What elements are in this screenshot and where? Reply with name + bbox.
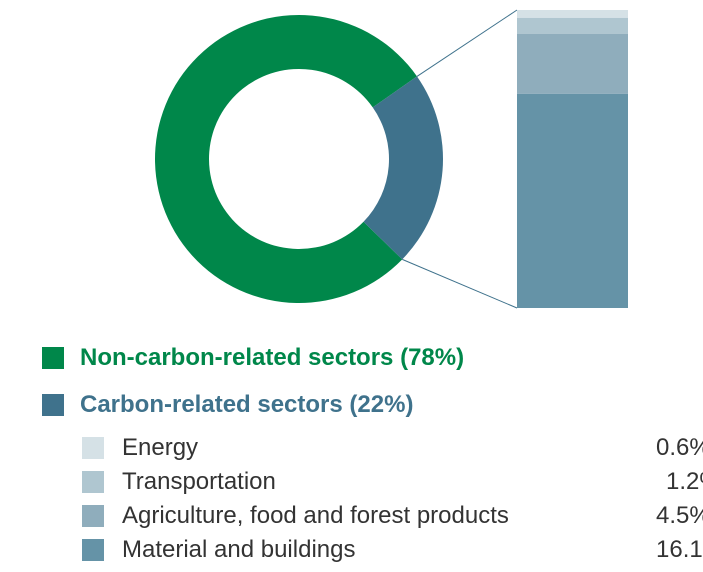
legend-swatch-agriculture [82, 505, 104, 527]
legend-label-material-buildings: Material and buildings [122, 536, 356, 563]
bar-segment-agriculture [517, 33, 628, 94]
legend-non-carbon: Non-carbon-related sectors (78%) [42, 344, 464, 372]
legend-swatch-non-carbon [42, 347, 64, 369]
legend-swatch-energy [82, 437, 104, 459]
legend-sub-energy: Energy 0.6% [82, 434, 703, 462]
legend-swatch-carbon [42, 394, 64, 416]
legend-value-material-buildings: 16.1% [656, 536, 703, 563]
legend-sub-material-buildings: Material and buildings 16.1% [82, 536, 703, 564]
bar-segment-transportation [517, 17, 628, 34]
legend-value-transportation: 1.2% [666, 468, 703, 495]
breakdown-stacked-bar [517, 10, 628, 308]
connector-top [416, 9, 518, 77]
legend-value-energy: 0.6% [656, 434, 703, 461]
legend-sub-transportation: Transportation 1.2% [82, 468, 703, 496]
legend-label-carbon: Carbon-related sectors (22%) [80, 391, 414, 418]
breakdown-connectors [402, 9, 518, 309]
legend-label-energy: Energy [122, 434, 199, 461]
donut-chart [155, 15, 443, 304]
legend-label-non-carbon: Non-carbon-related sectors (78%) [80, 344, 465, 371]
slice-carbon [363, 76, 443, 260]
legend-value-agriculture: 4.5% [656, 502, 703, 529]
legend-swatch-transportation [82, 471, 104, 493]
legend-swatch-material-buildings [82, 539, 104, 561]
connector-bottom [402, 258, 518, 309]
slice-non-carbon [155, 15, 417, 304]
legend-sub-agriculture: Agriculture, food and forest products 4.… [82, 502, 703, 530]
bar-segment-material-buildings [517, 93, 628, 308]
legend-carbon: Carbon-related sectors (22%) [42, 391, 413, 419]
legend-label-agriculture: Agriculture, food and forest products [122, 502, 509, 529]
bar-segment-energy [517, 10, 628, 18]
legend-label-transportation: Transportation [122, 468, 276, 495]
